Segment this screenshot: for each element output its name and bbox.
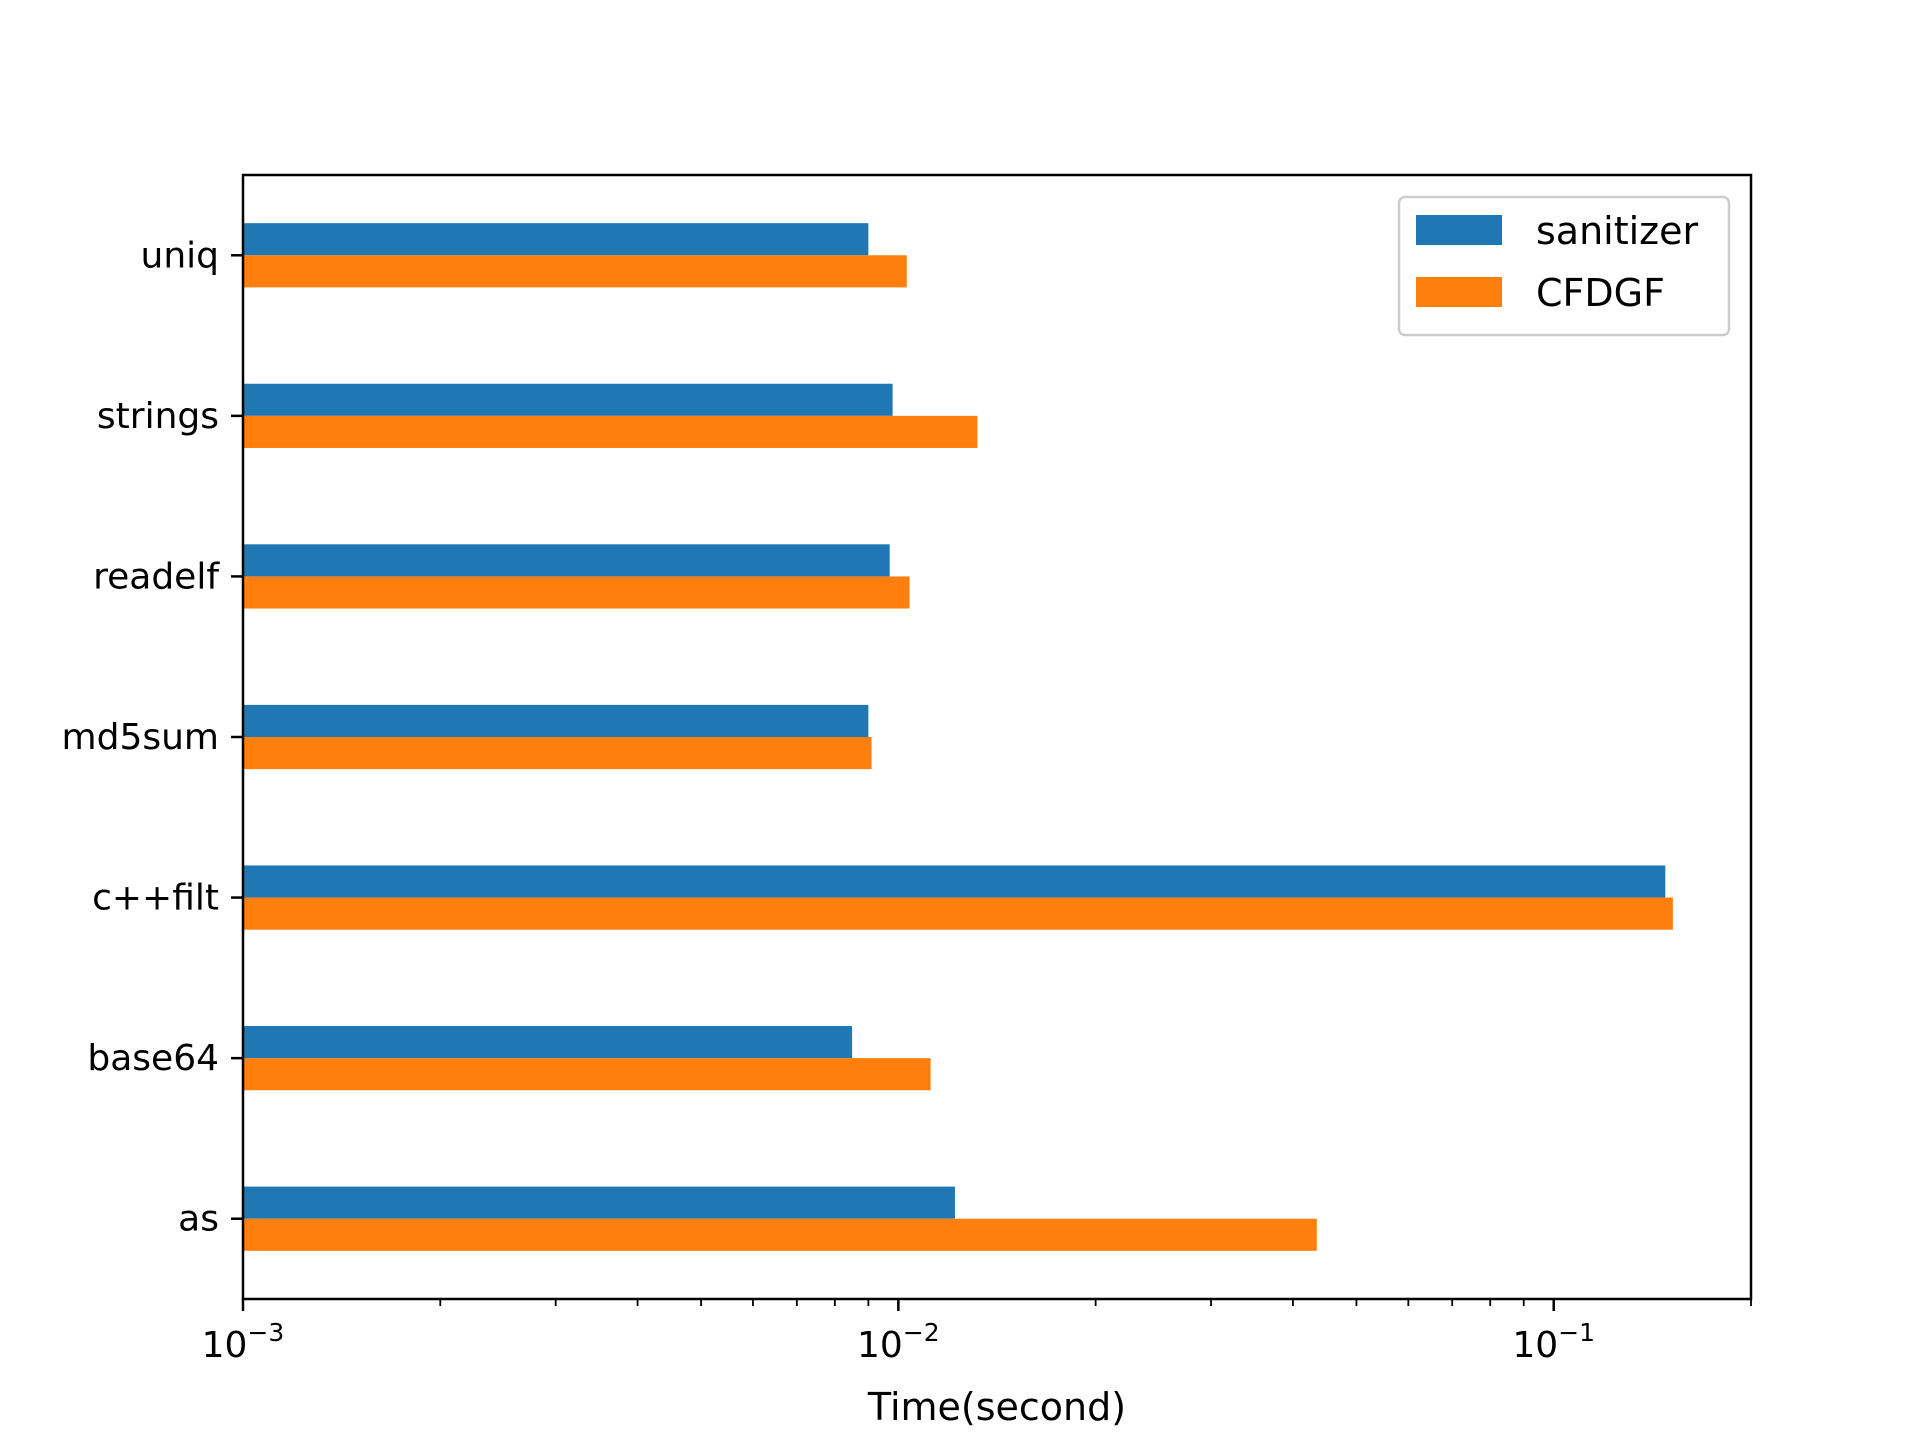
x-axis-label: Time(second)	[867, 1385, 1126, 1429]
y-tick-label: strings	[97, 396, 219, 437]
bar-sanitizer-readelf	[243, 544, 890, 577]
legend-label-cfdgf: CFDGF	[1536, 271, 1665, 315]
legend: sanitizer CFDGF	[1397, 195, 1731, 337]
y-tick-label: uniq	[141, 235, 220, 276]
bar-cfdgf-c++filt	[243, 897, 1673, 930]
y-axis: as base64 c++filt md5sum readelf strings uniq	[62, 235, 243, 1240]
legend-label-sanitizer: sanitizer	[1536, 209, 1699, 253]
bar-sanitizer-md5sum	[243, 704, 869, 737]
bar-sanitizer-c++filt	[243, 865, 1666, 898]
bar-cfdgf-readelf	[243, 576, 910, 609]
legend-items: sanitizer CFDGF	[1416, 209, 1699, 315]
y-tick-label: c++filt	[92, 878, 219, 919]
bars-layer	[243, 223, 1673, 1251]
y-tick-label: base64	[87, 1038, 219, 1079]
legend-swatch-cfdgf	[1416, 277, 1502, 307]
legend-swatch-sanitizer	[1416, 215, 1502, 245]
y-tick-label: md5sum	[62, 717, 219, 758]
bar-cfdgf-md5sum	[243, 737, 872, 770]
x-tick-label: 10−3	[202, 1318, 285, 1366]
bar-cfdgf-strings	[243, 415, 978, 448]
bar-cfdgf-base64	[243, 1058, 931, 1091]
x-tick-label: 10−2	[857, 1318, 940, 1366]
bar-sanitizer-base64	[243, 1026, 853, 1059]
bar-sanitizer-uniq	[243, 223, 869, 256]
x-axis: 10−3 10−2 10−1	[202, 1299, 1752, 1366]
y-tick-label: as	[178, 1199, 219, 1240]
x-tick-label: 10−1	[1512, 1318, 1595, 1366]
bar-sanitizer-as	[243, 1186, 955, 1219]
bar-cfdgf-uniq	[243, 255, 907, 288]
bar-cfdgf-as	[243, 1218, 1317, 1251]
bar-sanitizer-strings	[243, 383, 893, 416]
y-tick-label: readelf	[93, 556, 220, 597]
